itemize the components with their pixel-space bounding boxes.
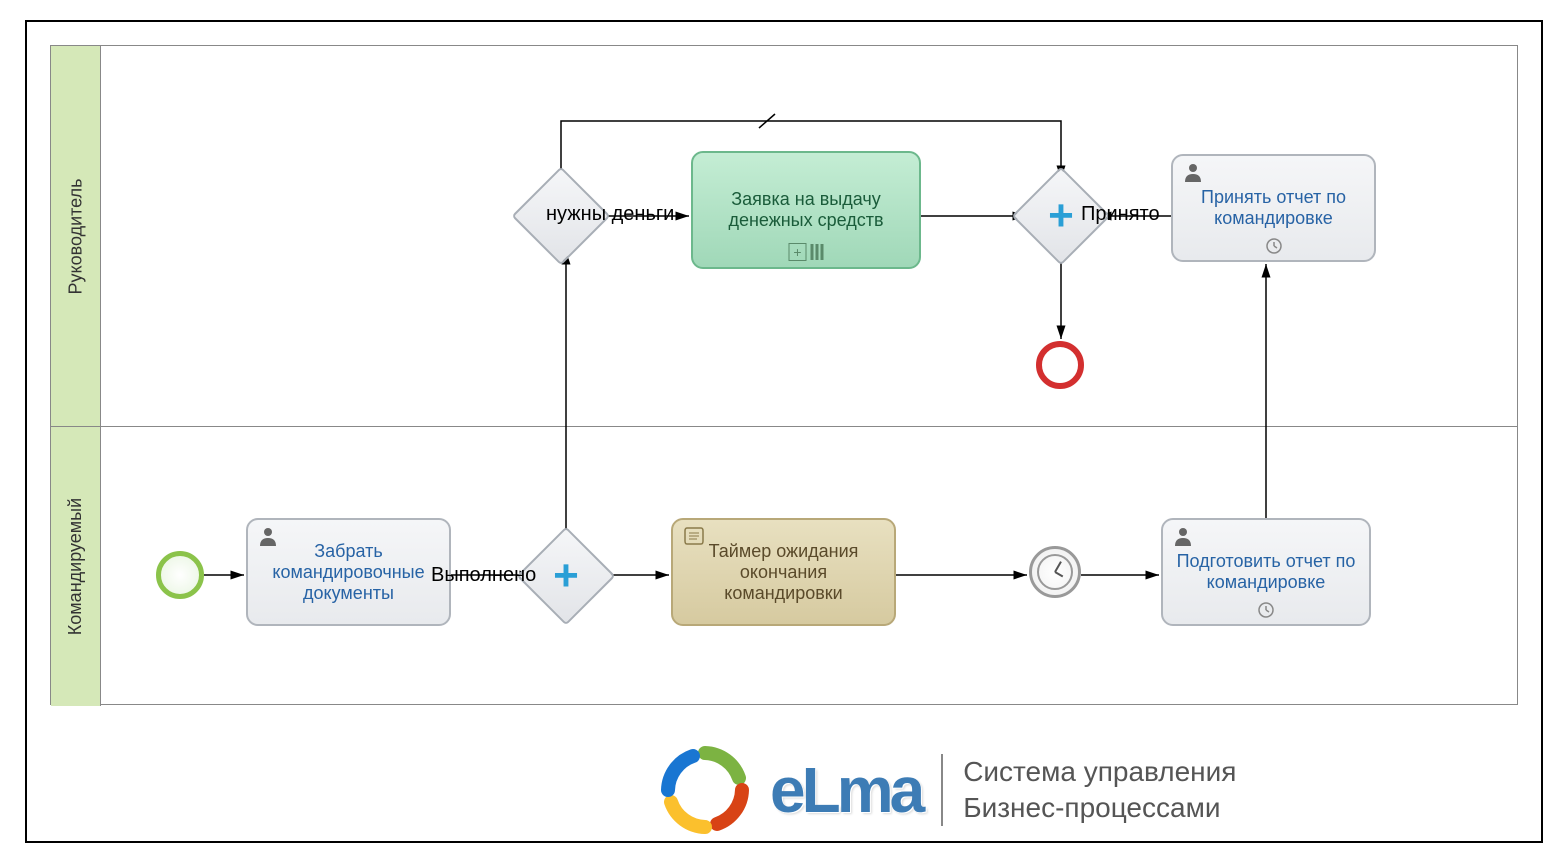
user-icon <box>1183 162 1203 182</box>
task-collect-documents[interactable]: Забрать командировочные документы <box>246 518 451 626</box>
end-event[interactable] <box>1036 341 1084 389</box>
script-icon <box>683 526 705 546</box>
lane-label-manager: Руководитель <box>65 178 86 294</box>
gateway-split-parallel[interactable]: + <box>531 541 601 611</box>
tagline-line2: Бизнес-процессами <box>963 790 1236 826</box>
logo-tagline: Система управления Бизнес-процессами <box>941 754 1236 827</box>
task-collect-documents-label: Забрать командировочные документы <box>256 541 441 604</box>
user-icon <box>258 526 278 546</box>
start-event[interactable] <box>156 551 204 599</box>
logo-area: eLma Система управления Бизнес-процессам… <box>660 745 1236 835</box>
edge-label-need-money: нужны деньги <box>546 203 674 226</box>
bpmn-pool: Руководитель Командируемый <box>50 45 1518 705</box>
edge-label-done: Выполнено <box>431 564 536 587</box>
lane-header-manager: Руководитель <box>51 46 101 426</box>
task-prepare-report[interactable]: Подготовить отчет по командировке <box>1161 518 1371 626</box>
task-money-request-label: Заявка на выдачу денежных средств <box>701 189 911 231</box>
user-icon <box>1173 526 1193 546</box>
logo-brand-text: eLma <box>770 753 921 827</box>
task-prepare-report-label: Подготовить отчет по командировке <box>1171 551 1361 593</box>
task-accept-report[interactable]: Принять отчет по командировке <box>1171 154 1376 262</box>
lane-label-traveler: Командируемый <box>65 497 86 634</box>
subprocess-markers: + <box>789 243 824 261</box>
task-wait-timer[interactable]: Таймер ожидания окончания командировки <box>671 518 896 626</box>
logo-ring-icon <box>660 745 750 835</box>
timer-intermediate-event[interactable] <box>1029 546 1081 598</box>
clock-icon <box>1266 238 1282 254</box>
task-money-request[interactable]: Заявка на выдачу денежных средств + <box>691 151 921 269</box>
tagline-line1: Система управления <box>963 754 1236 790</box>
lane-header-traveler: Командируемый <box>51 426 101 706</box>
task-accept-report-label: Принять отчет по командировке <box>1181 187 1366 229</box>
clock-icon <box>1258 602 1274 618</box>
lane-divider <box>51 426 1517 427</box>
edge-label-accepted: Принято <box>1081 203 1160 226</box>
task-wait-timer-label: Таймер ожидания окончания командировки <box>681 541 886 604</box>
